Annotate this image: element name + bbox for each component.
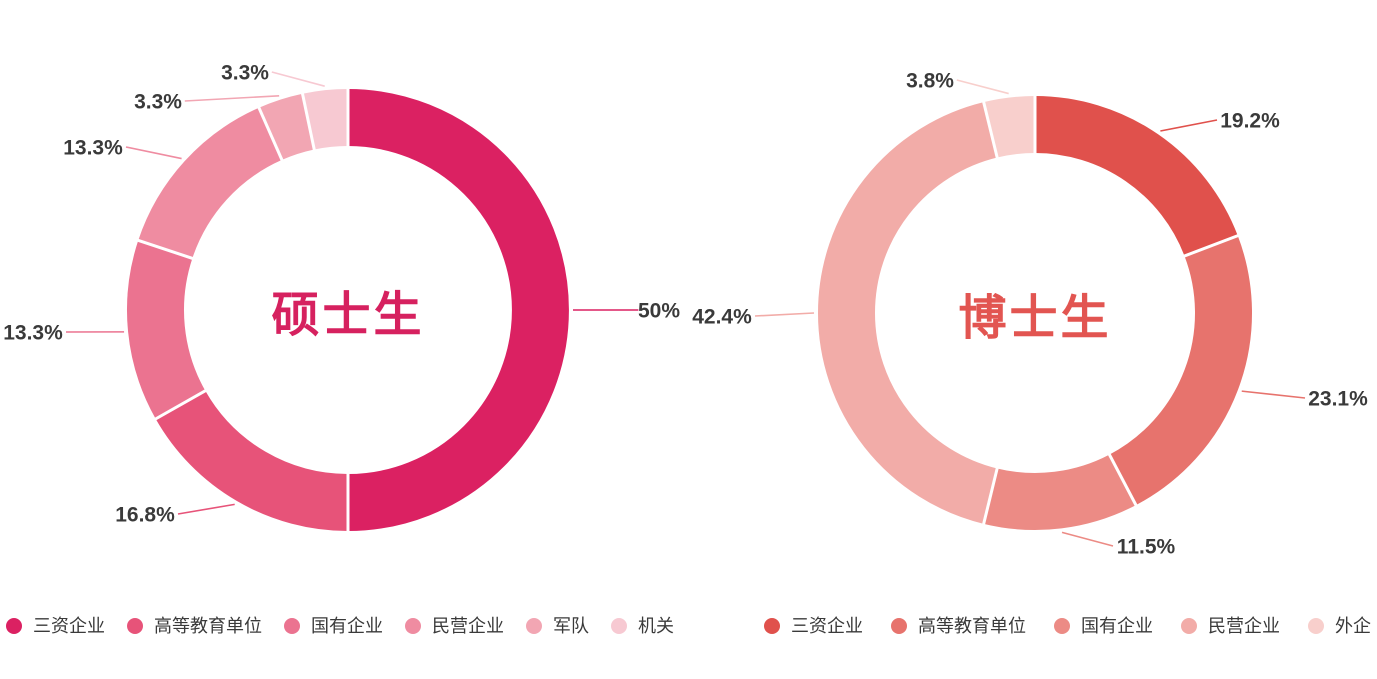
legend-masters: 三资企业 高等教育单位 国有企业 民营企业 军队 机关 [6,617,674,635]
legend-dot-icon [1054,618,1070,634]
donut-1-leader-line-1 [1241,390,1306,399]
donut-1-value-label-1: 23.1% [1308,388,1368,411]
donut-0-segment-4 [258,93,315,161]
donut-1-segment-0 [1034,96,1238,257]
donut-0-segment-0 [347,89,569,531]
legend-label: 国有企业 [311,616,383,636]
donut-1-segment-2 [983,454,1136,530]
donut-1-leader-line-2 [1061,531,1114,547]
donut-0-leader-line-3 [125,146,182,160]
legend-item: 民营企业 [1181,617,1280,635]
legend-item: 国有企业 [284,617,383,635]
donut-1-leader-line-0 [1160,119,1218,132]
legend-dot-icon [1181,618,1197,634]
donut-0-value-label-3: 13.3% [63,137,123,160]
donut-1-value-label-4: 3.8% [906,70,954,93]
legend-label: 高等教育单位 [154,616,262,636]
donut-0: 50% 16.8% 13.3% 13.3% 3.3% 3.3% [3,62,680,534]
donut-1-leader-line-3 [754,312,815,317]
legend-label: 机关 [638,616,674,636]
donut-0-leader-line-4 [184,94,280,102]
donut-1: 19.2% 23.1% 11.5% 42.4% 3.8% [692,70,1368,559]
donut-0-leader-line-1 [177,503,235,515]
legend-label: 国有企业 [1081,616,1153,636]
segment-divider [256,104,285,164]
segment-divider [152,388,209,422]
donut-0-segment-5 [302,89,349,150]
donut-1-value-label-0: 19.2% [1220,110,1280,133]
segment-divider [1181,233,1242,259]
legend-item: 军队 [526,617,589,635]
legend-label: 外企 [1335,616,1371,636]
legend-dot-icon [611,618,627,634]
legend-item: 高等教育单位 [891,617,1026,635]
donut-0-value-label-0: 50% [638,300,680,323]
donut-1-value-label-3: 42.4% [692,306,752,329]
donut-0-leader-line-5 [271,71,325,87]
legend-label: 军队 [553,616,589,636]
segment-divider [134,238,196,261]
legend-item: 机关 [611,617,674,635]
donut-1-segment-4 [983,96,1036,158]
donut-charts-svg: 50% 16.8% 13.3% 13.3% 3.3% 3.3% 19.2% 23.1% 11.5… [3,62,1368,559]
donut-0-value-label-5: 3.3% [221,62,269,85]
donut-1-segment-1 [1108,235,1252,506]
donut-0-segment-2 [127,240,206,419]
legend-doctoral: 三资企业 高等教育单位 国有企业 民营企业 外企 [764,617,1371,635]
legend-item: 外企 [1308,617,1371,635]
legend-label: 民营企业 [432,616,504,636]
legend-item: 三资企业 [764,617,863,635]
left-donut-center-title: 硕士生 [271,289,425,342]
donut-0-value-label-2: 13.3% [3,322,63,345]
segment-divider [1106,451,1139,509]
legend-dot-icon [284,618,300,634]
legend-item: 三资企业 [6,617,105,635]
donut-1-value-label-2: 11.5% [1117,536,1176,559]
legend-row: 三资企业 高等教育单位 国有企业 民营企业 军队 机关 三资企业 高等教育单位 国有企业 民营企… [6,617,1371,635]
legend-label: 三资企业 [791,616,863,636]
donut-1-leader-line-4 [956,79,1009,95]
legend-dot-icon [891,618,907,634]
donut-0-value-label-4: 3.3% [134,91,182,114]
legend-label: 高等教育单位 [918,616,1026,636]
donut-0-value-label-1: 16.8% [115,504,175,527]
segment-divider [981,465,1000,528]
legend-label: 三资企业 [33,616,105,636]
right-donut-center-title: 博士生 [958,292,1112,345]
legend-dot-icon [526,618,542,634]
legend-label: 民营企业 [1208,616,1280,636]
segment-divider [981,98,1000,161]
legend-item: 高等教育单位 [127,617,262,635]
legend-dot-icon [127,618,143,634]
legend-dot-icon [1308,618,1324,634]
donut-0-segment-3 [138,107,283,260]
legend-dot-icon [405,618,421,634]
segment-divider [300,90,317,153]
donut-1-segment-3 [818,102,998,524]
donut-0-segment-1 [155,390,349,531]
legend-dot-icon [764,618,780,634]
legend-item: 国有企业 [1054,617,1153,635]
legend-item: 民营企业 [405,617,504,635]
legend-dot-icon [6,618,22,634]
